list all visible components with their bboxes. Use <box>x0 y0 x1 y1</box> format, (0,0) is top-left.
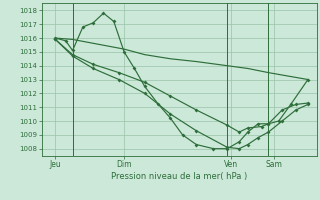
X-axis label: Pression niveau de la mer( hPa ): Pression niveau de la mer( hPa ) <box>111 172 247 181</box>
